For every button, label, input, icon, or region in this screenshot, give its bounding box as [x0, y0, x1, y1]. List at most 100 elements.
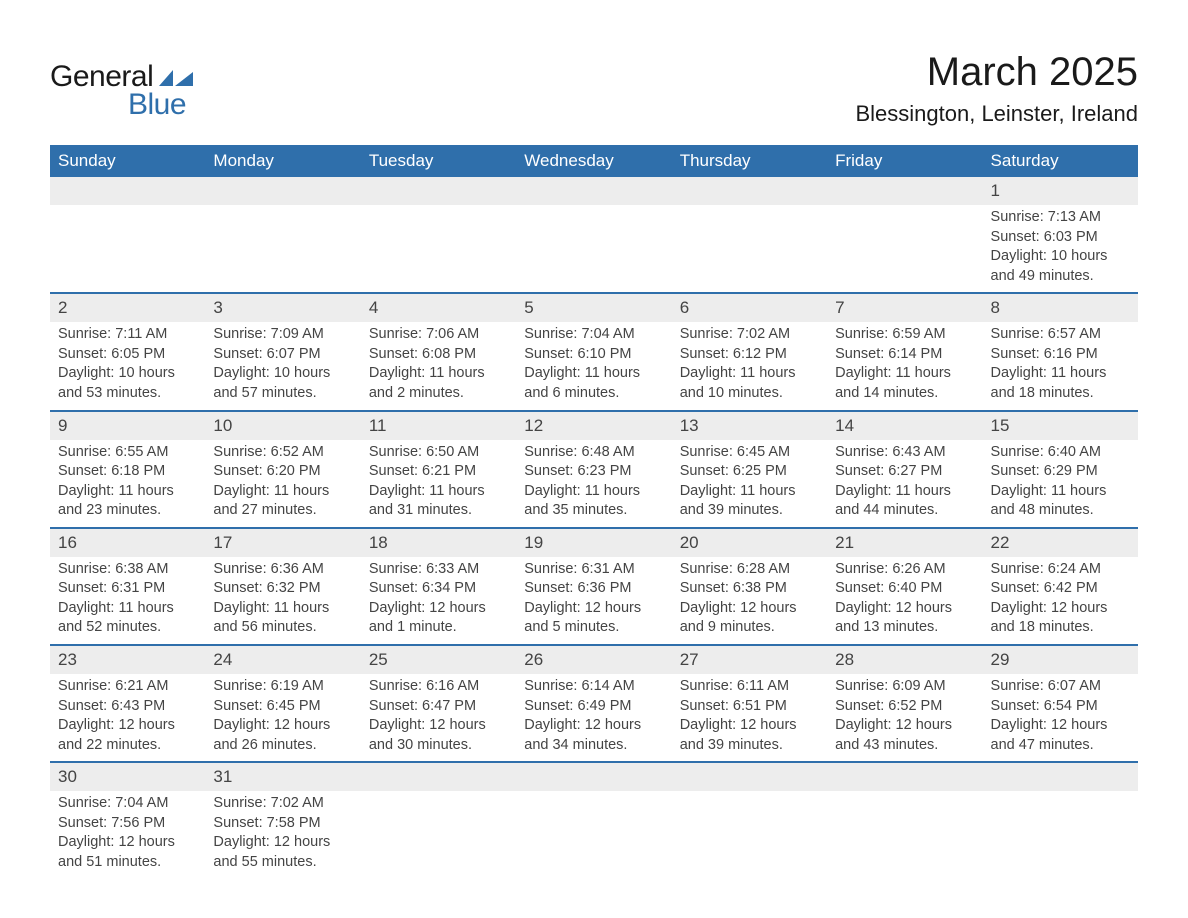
- sunrise-text: Sunrise: 6:31 AM: [524, 560, 663, 580]
- daylight-text-1: Daylight: 12 hours: [369, 716, 508, 736]
- calendar-day-content-cell: Sunrise: 6:19 AMSunset: 6:45 PMDaylight:…: [205, 674, 360, 762]
- day-number: 23: [50, 646, 205, 674]
- calendar-day-number-cell: 13: [672, 411, 827, 440]
- sunrise-text: Sunrise: 6:09 AM: [835, 677, 974, 697]
- calendar-day-content-cell: Sunrise: 6:50 AMSunset: 6:21 PMDaylight:…: [361, 440, 516, 528]
- daylight-text-2: and 57 minutes.: [213, 384, 352, 404]
- day-number: 28: [827, 646, 982, 674]
- day-number: 30: [50, 763, 205, 791]
- day-number: [827, 177, 982, 205]
- calendar-day-content-cell: Sunrise: 6:09 AMSunset: 6:52 PMDaylight:…: [827, 674, 982, 762]
- calendar-day-number-cell: 18: [361, 528, 516, 557]
- calendar-day-number-cell: 9: [50, 411, 205, 440]
- sunset-text: Sunset: 6:40 PM: [835, 579, 974, 599]
- day-number: 21: [827, 529, 982, 557]
- day-content: [983, 791, 1138, 878]
- calendar-day-number-cell: 12: [516, 411, 671, 440]
- sunset-text: Sunset: 6:31 PM: [58, 579, 197, 599]
- daylight-text-1: Daylight: 11 hours: [680, 364, 819, 384]
- calendar-day-content-cell: [50, 205, 205, 293]
- sunrise-text: Sunrise: 7:09 AM: [213, 325, 352, 345]
- sunrise-text: Sunrise: 6:48 AM: [524, 443, 663, 463]
- day-number: [983, 763, 1138, 791]
- sunset-text: Sunset: 6:52 PM: [835, 697, 974, 717]
- brand-mark-icon: [159, 64, 193, 86]
- day-header: Tuesday: [361, 145, 516, 177]
- calendar-day-number-cell: 3: [205, 293, 360, 322]
- sunset-text: Sunset: 6:16 PM: [991, 345, 1130, 365]
- day-header: Wednesday: [516, 145, 671, 177]
- calendar-week-content: Sunrise: 6:55 AMSunset: 6:18 PMDaylight:…: [50, 440, 1138, 528]
- daylight-text-2: and 53 minutes.: [58, 384, 197, 404]
- sunrise-text: Sunrise: 6:50 AM: [369, 443, 508, 463]
- calendar-day-content-cell: Sunrise: 6:52 AMSunset: 6:20 PMDaylight:…: [205, 440, 360, 528]
- daylight-text-1: Daylight: 11 hours: [213, 482, 352, 502]
- sunrise-text: Sunrise: 7:04 AM: [524, 325, 663, 345]
- calendar-day-number-cell: 2: [50, 293, 205, 322]
- sunrise-text: Sunrise: 6:19 AM: [213, 677, 352, 697]
- sunset-text: Sunset: 6:29 PM: [991, 462, 1130, 482]
- daylight-text-1: Daylight: 12 hours: [369, 599, 508, 619]
- calendar-day-content-cell: Sunrise: 6:31 AMSunset: 6:36 PMDaylight:…: [516, 557, 671, 645]
- sunrise-text: Sunrise: 6:36 AM: [213, 560, 352, 580]
- day-content: [672, 205, 827, 292]
- sunset-text: Sunset: 7:56 PM: [58, 814, 197, 834]
- calendar-day-number-cell: 31: [205, 762, 360, 791]
- calendar-day-number-cell: 10: [205, 411, 360, 440]
- day-number: 20: [672, 529, 827, 557]
- day-content: Sunrise: 7:02 AMSunset: 7:58 PMDaylight:…: [205, 791, 360, 878]
- day-header: Saturday: [983, 145, 1138, 177]
- day-content: Sunrise: 6:43 AMSunset: 6:27 PMDaylight:…: [827, 440, 982, 527]
- brand-line2: Blue: [128, 88, 186, 122]
- day-number: 18: [361, 529, 516, 557]
- calendar-day-content-cell: Sunrise: 6:07 AMSunset: 6:54 PMDaylight:…: [983, 674, 1138, 762]
- calendar-day-number-cell: [983, 762, 1138, 791]
- day-content: Sunrise: 6:48 AMSunset: 6:23 PMDaylight:…: [516, 440, 671, 527]
- calendar-day-content-cell: [827, 205, 982, 293]
- day-content: Sunrise: 6:11 AMSunset: 6:51 PMDaylight:…: [672, 674, 827, 761]
- sunset-text: Sunset: 6:10 PM: [524, 345, 663, 365]
- calendar-day-content-cell: Sunrise: 6:43 AMSunset: 6:27 PMDaylight:…: [827, 440, 982, 528]
- calendar-day-number-cell: 4: [361, 293, 516, 322]
- calendar-day-content-cell: Sunrise: 6:28 AMSunset: 6:38 PMDaylight:…: [672, 557, 827, 645]
- day-number: 26: [516, 646, 671, 674]
- daylight-text-2: and 18 minutes.: [991, 384, 1130, 404]
- day-content: Sunrise: 7:09 AMSunset: 6:07 PMDaylight:…: [205, 322, 360, 409]
- daylight-text-1: Daylight: 12 hours: [58, 833, 197, 853]
- daylight-text-1: Daylight: 12 hours: [680, 716, 819, 736]
- daylight-text-2: and 39 minutes.: [680, 501, 819, 521]
- calendar-day-number-cell: 20: [672, 528, 827, 557]
- day-number: [672, 763, 827, 791]
- calendar-day-number-cell: [827, 762, 982, 791]
- day-content: [827, 791, 982, 878]
- day-number: 24: [205, 646, 360, 674]
- calendar-day-number-cell: 15: [983, 411, 1138, 440]
- calendar-day-number-cell: 6: [672, 293, 827, 322]
- calendar-body: 1 Sunrise: 7:13 AMSunset: 6:03 PMDayligh…: [50, 177, 1138, 879]
- sunset-text: Sunset: 6:38 PM: [680, 579, 819, 599]
- day-number: [827, 763, 982, 791]
- daylight-text-2: and 51 minutes.: [58, 853, 197, 873]
- day-content: [205, 205, 360, 292]
- sunset-text: Sunset: 6:12 PM: [680, 345, 819, 365]
- sunset-text: Sunset: 6:27 PM: [835, 462, 974, 482]
- calendar-day-number-cell: 11: [361, 411, 516, 440]
- sunset-text: Sunset: 6:18 PM: [58, 462, 197, 482]
- day-number: [50, 177, 205, 205]
- calendar-day-number-cell: 26: [516, 645, 671, 674]
- day-number: [205, 177, 360, 205]
- daylight-text-2: and 47 minutes.: [991, 736, 1130, 756]
- daylight-text-2: and 14 minutes.: [835, 384, 974, 404]
- sunrise-text: Sunrise: 6:57 AM: [991, 325, 1130, 345]
- daylight-text-2: and 35 minutes.: [524, 501, 663, 521]
- daylight-text-1: Daylight: 10 hours: [991, 247, 1130, 267]
- calendar-day-content-cell: Sunrise: 7:09 AMSunset: 6:07 PMDaylight:…: [205, 322, 360, 410]
- sunset-text: Sunset: 6:43 PM: [58, 697, 197, 717]
- daylight-text-1: Daylight: 11 hours: [835, 364, 974, 384]
- day-number: 29: [983, 646, 1138, 674]
- calendar-week-numbers: 16171819202122: [50, 528, 1138, 557]
- day-content: Sunrise: 7:06 AMSunset: 6:08 PMDaylight:…: [361, 322, 516, 409]
- day-number: [672, 177, 827, 205]
- sunset-text: Sunset: 6:49 PM: [524, 697, 663, 717]
- day-number: [516, 177, 671, 205]
